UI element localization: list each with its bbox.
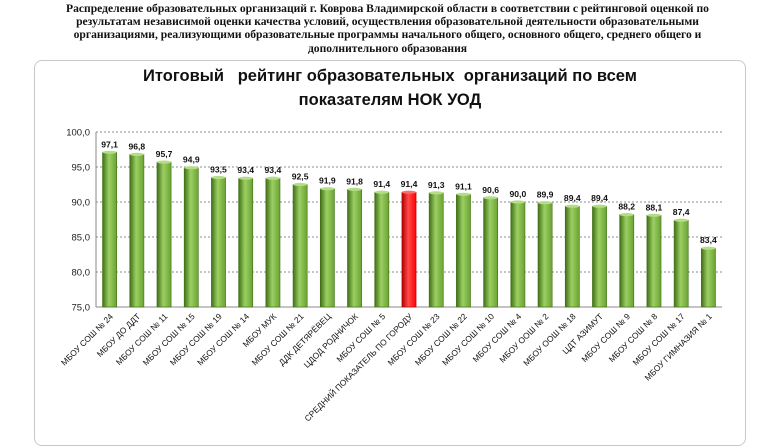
- page-header: Распределение образовательных организаци…: [20, 2, 755, 55]
- bar: [211, 177, 226, 308]
- bar-cap: [646, 213, 662, 217]
- bar-cap: [184, 166, 199, 170]
- bar: [401, 191, 417, 308]
- data-label: 87,4: [673, 207, 690, 217]
- bar: [102, 152, 117, 308]
- data-label: 97,1: [101, 139, 118, 149]
- data-label: 93,4: [237, 165, 254, 175]
- bar: [673, 219, 689, 308]
- bar-cap: [619, 213, 634, 217]
- header-line: Распределение образовательных организаци…: [66, 2, 709, 15]
- bar-cap: [538, 201, 553, 205]
- data-label: 91,1: [455, 181, 472, 191]
- data-label: 88,1: [646, 202, 663, 212]
- bar: [537, 202, 553, 308]
- header-line: результатам независимой оценки качества …: [76, 15, 699, 29]
- bar: [701, 247, 716, 308]
- y-tick-label: 80,0: [72, 268, 91, 279]
- y-tick-label: 85,0: [72, 233, 91, 244]
- bar-cap: [565, 204, 580, 208]
- bar-cap: [238, 176, 253, 180]
- bar-cap: [374, 190, 389, 194]
- data-label: 93,5: [210, 165, 227, 175]
- bar: [129, 154, 145, 308]
- bar: [483, 197, 499, 308]
- data-label: 90,6: [482, 185, 499, 195]
- bar-cap: [592, 204, 607, 208]
- data-label: 91,9: [319, 176, 336, 186]
- bar: [510, 201, 526, 308]
- data-label: 91,4: [373, 179, 390, 189]
- bar: [646, 215, 662, 308]
- y-tick-label: 90,0: [72, 198, 91, 209]
- chart-title-line: показателям НОК УОД: [298, 91, 482, 109]
- bar: [592, 205, 607, 308]
- category-label: МБОУ СОШ № 4: [470, 311, 523, 364]
- bar-cap: [102, 150, 117, 154]
- bar-cap: [211, 175, 226, 180]
- bar: [156, 161, 172, 308]
- chart-title-line: Итоговый рейтинг образовательных организ…: [143, 67, 637, 85]
- data-label: 91,8: [346, 176, 363, 186]
- bar: [374, 191, 390, 308]
- bar-cap: [129, 152, 144, 156]
- data-label: 93,4: [265, 165, 282, 175]
- data-label: 92,5: [292, 172, 309, 182]
- data-label: 91,3: [428, 180, 445, 190]
- bar-cap: [265, 176, 280, 180]
- bar-cap: [510, 200, 525, 204]
- bar: [238, 177, 254, 308]
- bar: [183, 167, 199, 308]
- bar-cap: [483, 196, 498, 200]
- bar-cap: [429, 191, 444, 195]
- data-label: 94,9: [183, 155, 200, 165]
- data-label: 96,8: [128, 141, 145, 151]
- header-line: организациями, реализующими образователь…: [73, 28, 702, 42]
- data-label: 89,4: [564, 193, 581, 203]
- bar: [428, 192, 444, 308]
- bar-cap: [401, 190, 417, 194]
- bar: [619, 214, 635, 308]
- category-label: МБОУ СОШ № 8: [607, 311, 660, 364]
- category-label: МБОУ СОШ № 5: [334, 311, 387, 364]
- bar: [265, 177, 281, 308]
- category-label: МБОУ ООШ № 2: [497, 311, 551, 365]
- bar-cap: [456, 192, 471, 196]
- bar-cap: [347, 187, 362, 191]
- data-label: 88,2: [618, 202, 635, 212]
- data-label: 95,7: [156, 149, 173, 159]
- bar: [292, 184, 308, 308]
- data-label: 91,4: [401, 179, 418, 189]
- bar: [347, 189, 362, 308]
- header-line: дополнительного образования: [307, 41, 468, 55]
- bar-cap: [701, 246, 716, 250]
- data-label: 89,4: [591, 193, 608, 203]
- y-tick-label: 95,0: [72, 163, 91, 174]
- bar: [564, 205, 580, 308]
- data-label: 89,9: [537, 190, 554, 200]
- bar: [319, 188, 335, 308]
- bar-cap: [674, 218, 689, 222]
- bar-cap: [320, 187, 335, 191]
- bar-cap: [156, 160, 172, 164]
- bar-cap: [293, 182, 308, 187]
- data-label: 90,0: [510, 189, 527, 199]
- data-label: 83,4: [700, 235, 717, 245]
- y-tick-label: 100,0: [66, 128, 90, 139]
- bar: [456, 194, 471, 308]
- y-tick-label: 75,0: [72, 303, 91, 314]
- category-label: МБОУ СОШ № 9: [579, 311, 632, 364]
- chart-title: Итоговый рейтинг образовательных организ…: [34, 64, 746, 112]
